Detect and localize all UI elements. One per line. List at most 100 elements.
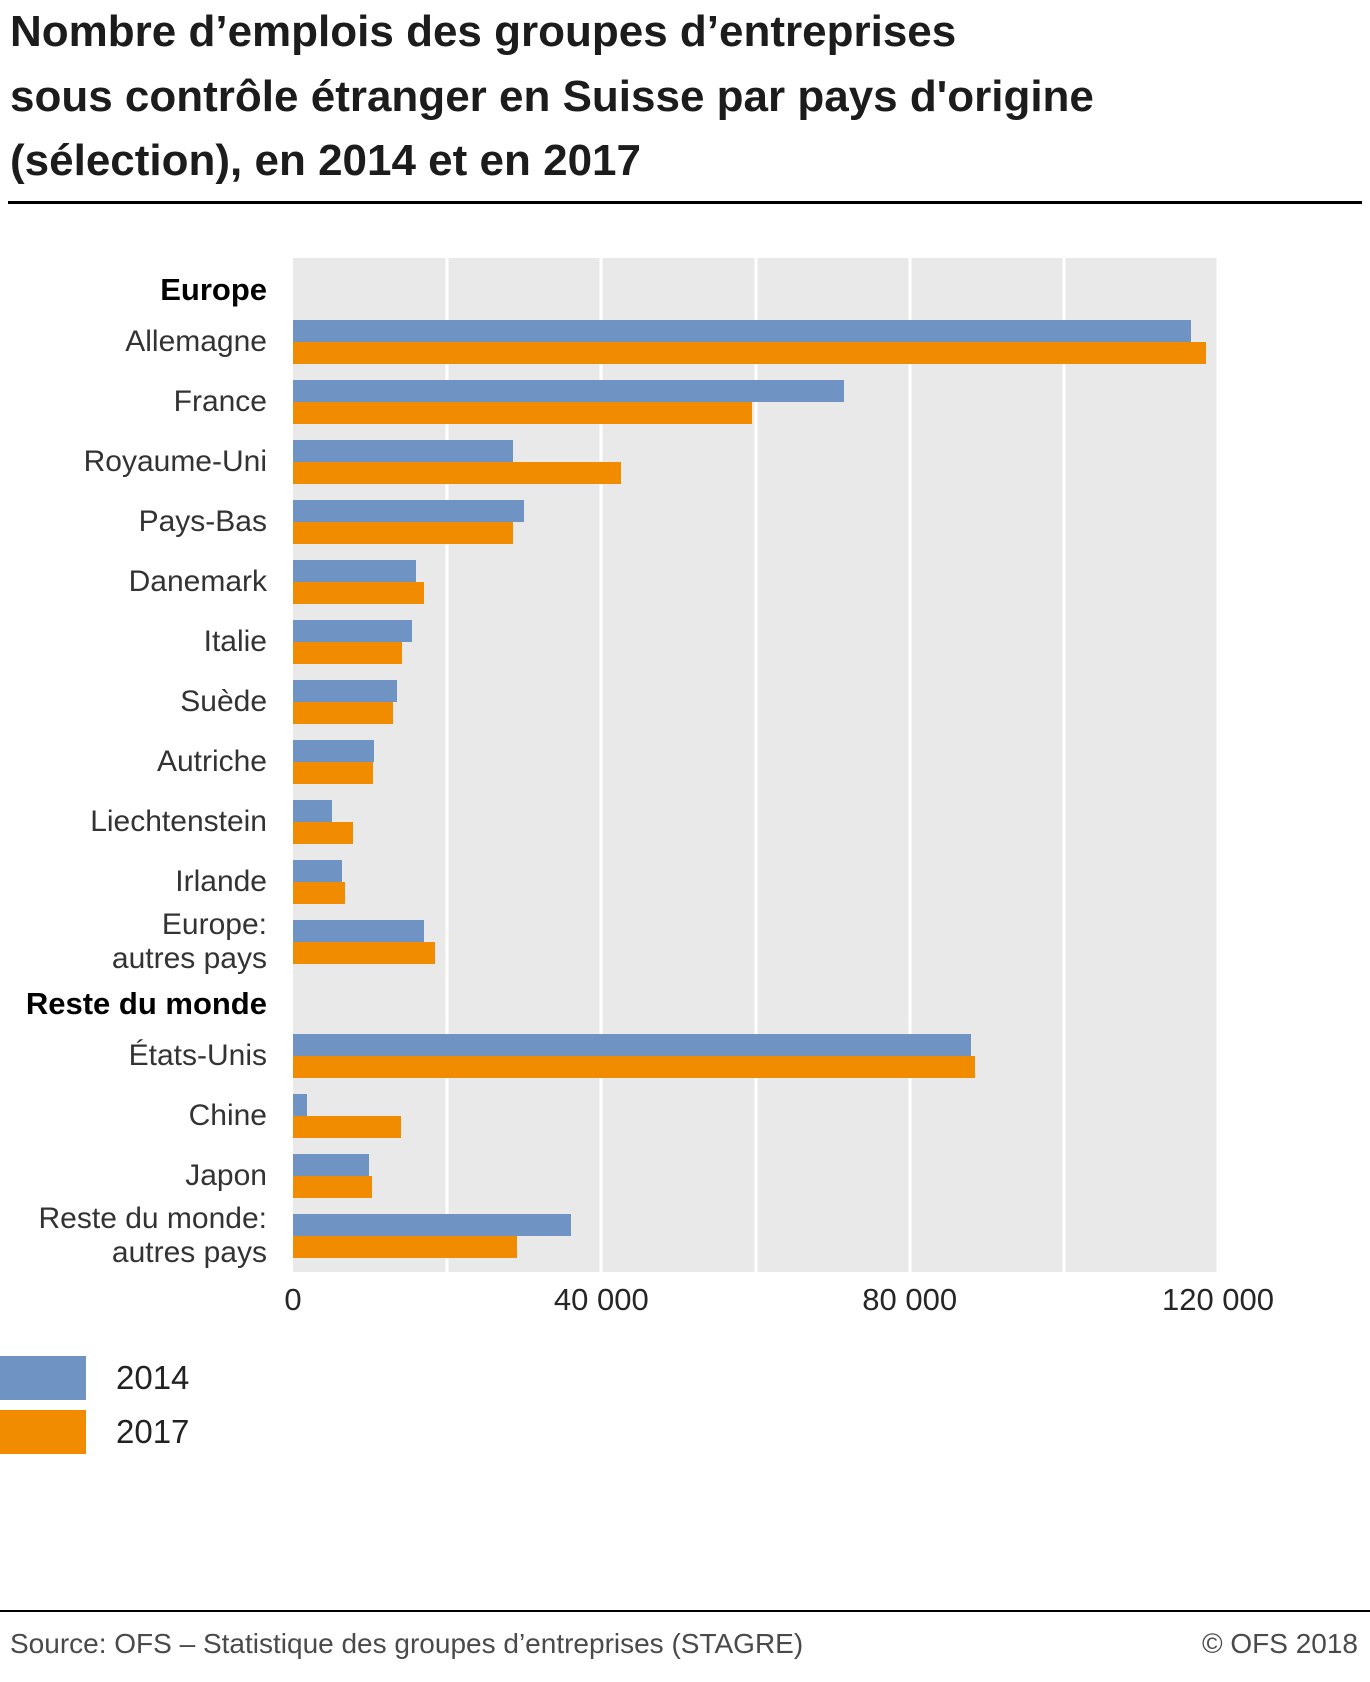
bar-2014 (293, 860, 343, 882)
category-row: Reste du monde: autres pays (0, 1202, 1370, 1269)
bar-2017 (293, 402, 752, 424)
category-bars (293, 320, 1218, 364)
bar-2017 (293, 582, 425, 604)
bar-2017 (293, 702, 394, 724)
category-label: Royaume-Uni (83, 444, 267, 478)
x-tick-label: 40 000 (553, 1282, 649, 1317)
category-row: Irlande (0, 852, 1370, 912)
group-header-row: Europe (0, 258, 1370, 312)
bar-2014 (293, 380, 845, 402)
bar-2017 (293, 1056, 976, 1078)
bar-2014 (293, 680, 398, 702)
category-bars (293, 860, 1218, 904)
category-row: États-Unis (0, 1026, 1370, 1086)
bar-2014 (293, 320, 1192, 342)
bar-2014 (293, 1094, 307, 1116)
category-label: Liechtenstein (90, 804, 267, 838)
category-label: Danemark (128, 564, 267, 598)
category-bars (293, 920, 1218, 964)
gridline (1216, 258, 1220, 1272)
copyright-text: © OFS 2018 (1201, 1628, 1358, 1659)
chart-rows: Europe Allemagne France Royaume-Uni Pays-Bas… (0, 258, 1370, 1269)
category-label: Autriche (156, 744, 267, 778)
gridline (599, 258, 603, 1272)
x-axis: 0 40 000 80 000 120 000 (284, 1282, 1274, 1326)
bar-2017 (293, 762, 374, 784)
category-label: Chine (188, 1098, 267, 1132)
legend-swatch-2014 (0, 1356, 86, 1400)
category-bars (293, 1214, 1218, 1258)
category-bars (293, 1154, 1218, 1198)
gridline (445, 258, 449, 1272)
category-bars (293, 800, 1218, 844)
bar-2017 (293, 522, 513, 544)
category-row: Chine (0, 1086, 1370, 1146)
category-row: Italie (0, 612, 1370, 672)
bar-2017 (293, 642, 403, 664)
bar-2014 (293, 920, 425, 942)
category-bars (293, 620, 1218, 664)
category-label: Suède (180, 684, 267, 718)
bar-2014 (293, 560, 417, 582)
category-bars (293, 440, 1218, 484)
category-label: Allemagne (125, 324, 267, 358)
bar-2017 (293, 462, 621, 484)
legend-label: 2017 (116, 1413, 190, 1450)
category-bars (293, 500, 1218, 544)
bar-chart: Europe Allemagne France Royaume-Uni Pays-Bas… (0, 258, 1370, 1272)
category-label: Irlande (175, 864, 267, 898)
bar-2014 (293, 500, 525, 522)
x-tick-label: 80 000 (862, 1282, 958, 1317)
x-tick-label: 0 (284, 1282, 302, 1317)
bar-2014 (293, 1034, 972, 1056)
gridline (908, 258, 912, 1272)
bar-2014 (293, 800, 332, 822)
bar-2017 (293, 942, 435, 964)
bar-2014 (293, 620, 412, 642)
gridline (754, 258, 757, 1272)
group-label: Europe (160, 272, 267, 308)
legend-swatch-2017 (0, 1410, 86, 1454)
bar-2017 (293, 342, 1207, 364)
chart-title: Nombre d’emplois des groupes d’entrepris… (10, 7, 1094, 186)
title-divider (8, 201, 1362, 204)
category-bars (293, 680, 1218, 724)
group-header-row: Reste du monde (0, 972, 1370, 1026)
bar-2014 (293, 740, 374, 762)
plot-area (293, 258, 1220, 1272)
category-label: Reste du monde: autres pays (38, 1201, 267, 1270)
category-row: Allemagne (0, 312, 1370, 372)
legend-item: 2017 (0, 1410, 189, 1454)
category-row: Royaume-Uni (0, 432, 1370, 492)
category-row: Japon (0, 1146, 1370, 1206)
category-bars (293, 1034, 1218, 1078)
category-row: France (0, 372, 1370, 432)
group-label: Reste du monde (25, 986, 267, 1022)
bar-2017 (293, 822, 354, 844)
category-bars (293, 1094, 1218, 1138)
category-row: Europe: autres pays (0, 908, 1370, 975)
category-label: France (173, 384, 267, 418)
bar-2017 (293, 882, 345, 904)
category-bars (293, 560, 1218, 604)
category-bars (293, 380, 1218, 424)
bar-2014 (293, 1154, 369, 1176)
gridline (1062, 258, 1066, 1272)
category-row: Pays-Bas (0, 492, 1370, 552)
legend: 2014 2017 (0, 1356, 189, 1464)
category-row: Liechtenstein (0, 792, 1370, 852)
category-row: Danemark (0, 552, 1370, 612)
bar-2014 (293, 440, 513, 462)
footer-divider (0, 1610, 1370, 1612)
category-label: Pays-Bas (138, 504, 267, 538)
category-bars (293, 740, 1218, 784)
bar-2017 (293, 1176, 372, 1198)
bar-2014 (293, 1214, 571, 1236)
x-tick-label: 120 000 (1161, 1282, 1275, 1317)
bar-2017 (293, 1116, 401, 1138)
bar-2017 (293, 1236, 517, 1258)
category-row: Suède (0, 672, 1370, 732)
legend-item: 2014 (0, 1356, 189, 1400)
category-label: Europe: autres pays (111, 907, 267, 976)
